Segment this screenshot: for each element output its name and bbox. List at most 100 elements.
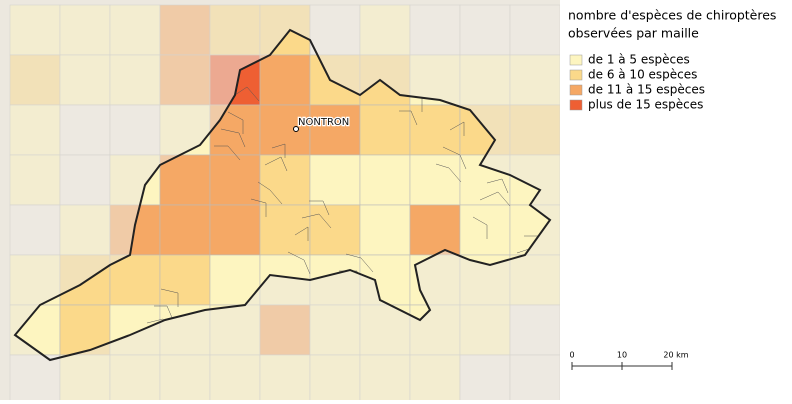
grid-cell [209, 304, 261, 356]
grid-cell [109, 4, 161, 56]
legend-label: de 6 à 10 espèces [588, 68, 697, 82]
commune-border [442, 146, 467, 170]
legend-swatch [569, 99, 583, 111]
grid-cell [509, 354, 561, 404]
commune-border [264, 156, 288, 172]
town-marker [293, 126, 299, 132]
grid-cell [59, 154, 111, 206]
grid-cell [309, 354, 361, 404]
commune-border [160, 288, 179, 307]
scale-label: 0 [569, 351, 574, 360]
grid-cell [509, 254, 561, 306]
legend-label: de 1 à 5 espèces [588, 53, 690, 67]
grid-cell [59, 104, 111, 156]
legend-label: plus de 15 espèces [588, 98, 703, 112]
grid-cell [209, 354, 261, 404]
grid-cell [59, 204, 111, 256]
grid-cell [59, 4, 111, 56]
grid-cell [409, 4, 461, 56]
grid-cell [409, 204, 461, 256]
grid-cell [159, 154, 211, 206]
grid-cell [259, 204, 311, 256]
commune-border [257, 181, 283, 205]
commune-border [435, 163, 462, 183]
grid-cell [359, 104, 411, 156]
grid-cell [359, 354, 411, 404]
grid-cell [9, 154, 61, 206]
grid-cell [59, 54, 111, 106]
grid-cell [109, 254, 161, 306]
commune-border [227, 111, 244, 134]
legend: nombre d'espèces de chiroptères observées… [568, 8, 776, 112]
grid-cell [309, 154, 361, 206]
grid-cell [109, 104, 161, 156]
grid-cell [159, 4, 211, 56]
grid-cell [259, 304, 311, 356]
grid-cell [9, 4, 61, 56]
grid-cell [409, 104, 461, 156]
grid-cell [159, 254, 211, 306]
legend-panel [560, 0, 792, 400]
grid-cell [359, 154, 411, 206]
legend-swatch [569, 69, 583, 81]
grid-cell [259, 54, 311, 106]
commune-border [250, 198, 267, 217]
grid-cell [409, 154, 461, 206]
grid-cell [109, 54, 161, 106]
grid-cell [509, 104, 561, 156]
grid-cell [309, 304, 361, 356]
grid-cell [259, 154, 311, 206]
legend-swatch [569, 54, 583, 66]
commune-border [399, 110, 418, 126]
grid-cell [509, 4, 561, 56]
legend-label: de 11 à 15 espèces [588, 83, 705, 97]
commune-border [234, 86, 260, 102]
grid-cell [459, 54, 511, 106]
commune-border [479, 191, 511, 207]
commune-border [345, 253, 374, 273]
commune-border [220, 128, 246, 148]
grid-cell [309, 204, 361, 256]
commune-border [301, 213, 332, 229]
grid-cell [309, 4, 361, 56]
scale-label: 10 [617, 351, 627, 360]
grid-cell [459, 354, 511, 404]
grid-cell [359, 204, 411, 256]
scale-label: 20 km [663, 351, 688, 360]
grid-cell [109, 354, 161, 404]
commune-border [294, 226, 309, 241]
commune-border [154, 305, 174, 321]
grid-cell [9, 254, 61, 306]
commune-border [472, 216, 488, 239]
grid-cell [459, 204, 511, 256]
grid-cell [309, 104, 361, 156]
grid-cell [159, 354, 211, 404]
grid-cell [9, 354, 61, 404]
grid-cell [359, 4, 411, 56]
grid-cell [359, 304, 411, 356]
grid-cell [509, 304, 561, 356]
grid-cell [409, 304, 461, 356]
grid-cell [59, 354, 111, 404]
commune-border [309, 200, 330, 216]
grid-cell [209, 204, 261, 256]
commune-border [486, 178, 509, 194]
scale-bar: 0 10 20 km [569, 351, 689, 370]
grid-cell [159, 204, 211, 256]
grid-cell [409, 354, 461, 404]
town-label: NONTRON [298, 117, 349, 128]
legend-title: observées par maille [568, 26, 699, 41]
legend-title: nombre d'espèces de chiroptères [568, 8, 776, 23]
grid-cell [209, 154, 261, 206]
commune-border [449, 121, 465, 136]
grid-cell [459, 4, 511, 56]
grid-cell [209, 4, 261, 56]
grid-cell [509, 54, 561, 106]
grid-cell [459, 304, 511, 356]
legend-swatch [569, 84, 583, 96]
grid-cell [159, 54, 211, 106]
grid-cell [259, 354, 311, 404]
grid-cell [9, 104, 61, 156]
